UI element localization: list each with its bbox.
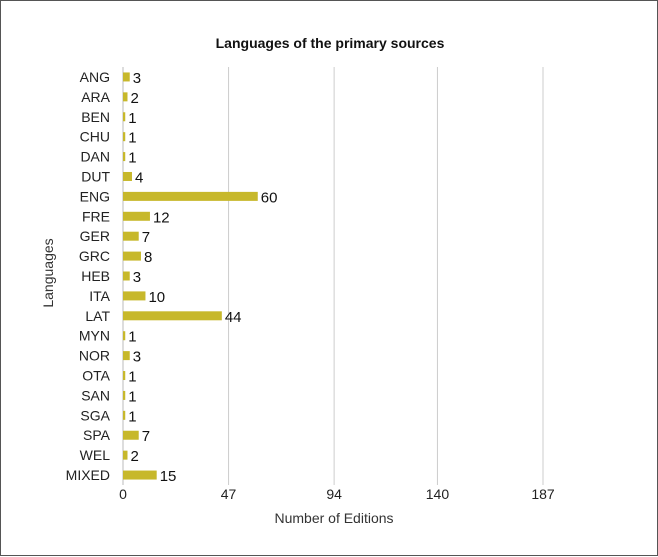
bar [123, 390, 126, 400]
bar [123, 132, 126, 142]
value-label: 1 [128, 130, 136, 147]
value-label: 8 [144, 249, 152, 266]
bar [123, 231, 139, 241]
bar [123, 171, 132, 181]
category-label: LAT [85, 308, 110, 324]
category-label: DAN [80, 149, 110, 165]
category-label: SPA [83, 427, 111, 443]
value-label: 1 [128, 110, 136, 127]
value-label: 3 [133, 70, 141, 87]
category-label: ITA [89, 288, 110, 304]
value-label: 4 [135, 169, 143, 186]
bar [123, 311, 222, 321]
value-label: 1 [128, 388, 136, 405]
value-label: 2 [130, 90, 138, 107]
value-label: 12 [153, 209, 170, 226]
category-label: DUT [81, 168, 110, 184]
x-axis-title: Number of Editions [274, 510, 393, 526]
x-tick-label: 47 [221, 486, 237, 502]
category-label: ANG [80, 69, 110, 85]
x-tick-label: 140 [426, 486, 450, 502]
bar [123, 251, 141, 261]
gridlines [122, 67, 544, 485]
value-label: 10 [148, 289, 165, 306]
category-label: MIXED [66, 467, 110, 483]
bar [123, 72, 130, 82]
bar [123, 470, 157, 480]
value-label: 44 [225, 309, 242, 326]
x-tick-label: 187 [531, 486, 555, 502]
y-axis-title: Languages [40, 238, 56, 307]
x-tick-label: 0 [119, 486, 127, 502]
category-label: GRC [79, 248, 110, 264]
category-label: WEL [80, 447, 111, 463]
bar [123, 152, 126, 162]
category-label: SGA [80, 407, 110, 423]
bar [123, 410, 126, 420]
bar [123, 211, 150, 221]
category-label: FRE [82, 208, 110, 224]
chart-title: Languages of the primary sources [215, 35, 445, 51]
x-tick-label: 94 [326, 486, 342, 502]
value-label: 3 [133, 349, 141, 366]
bar [123, 331, 126, 341]
bar [123, 291, 146, 301]
category-label: NOR [79, 348, 110, 364]
category-label: HEB [81, 268, 110, 284]
bars [123, 72, 258, 480]
value-label: 1 [128, 329, 136, 346]
category-label: ENG [80, 188, 110, 204]
category-label: GER [80, 228, 110, 244]
value-label: 15 [160, 468, 177, 485]
bar [123, 450, 128, 460]
category-label: BEN [81, 109, 110, 125]
category-label: MYN [79, 328, 110, 344]
bar [123, 112, 126, 122]
bar [123, 191, 258, 201]
value-label: 3 [133, 269, 141, 286]
value-label: 1 [128, 150, 136, 167]
category-label: SAN [81, 387, 110, 403]
category-label: CHU [80, 129, 110, 145]
value-label: 60 [261, 189, 278, 206]
category-label: OTA [82, 368, 110, 384]
value-label: 7 [142, 229, 150, 246]
bar [123, 371, 126, 381]
value-label: 7 [142, 428, 150, 445]
bar [123, 430, 139, 440]
bar [123, 351, 130, 361]
bar [123, 271, 130, 281]
value-label: 1 [128, 369, 136, 386]
bar [123, 92, 128, 102]
value-label: 1 [128, 408, 136, 425]
category-label: ARA [81, 89, 110, 105]
value-label: 2 [130, 448, 138, 465]
